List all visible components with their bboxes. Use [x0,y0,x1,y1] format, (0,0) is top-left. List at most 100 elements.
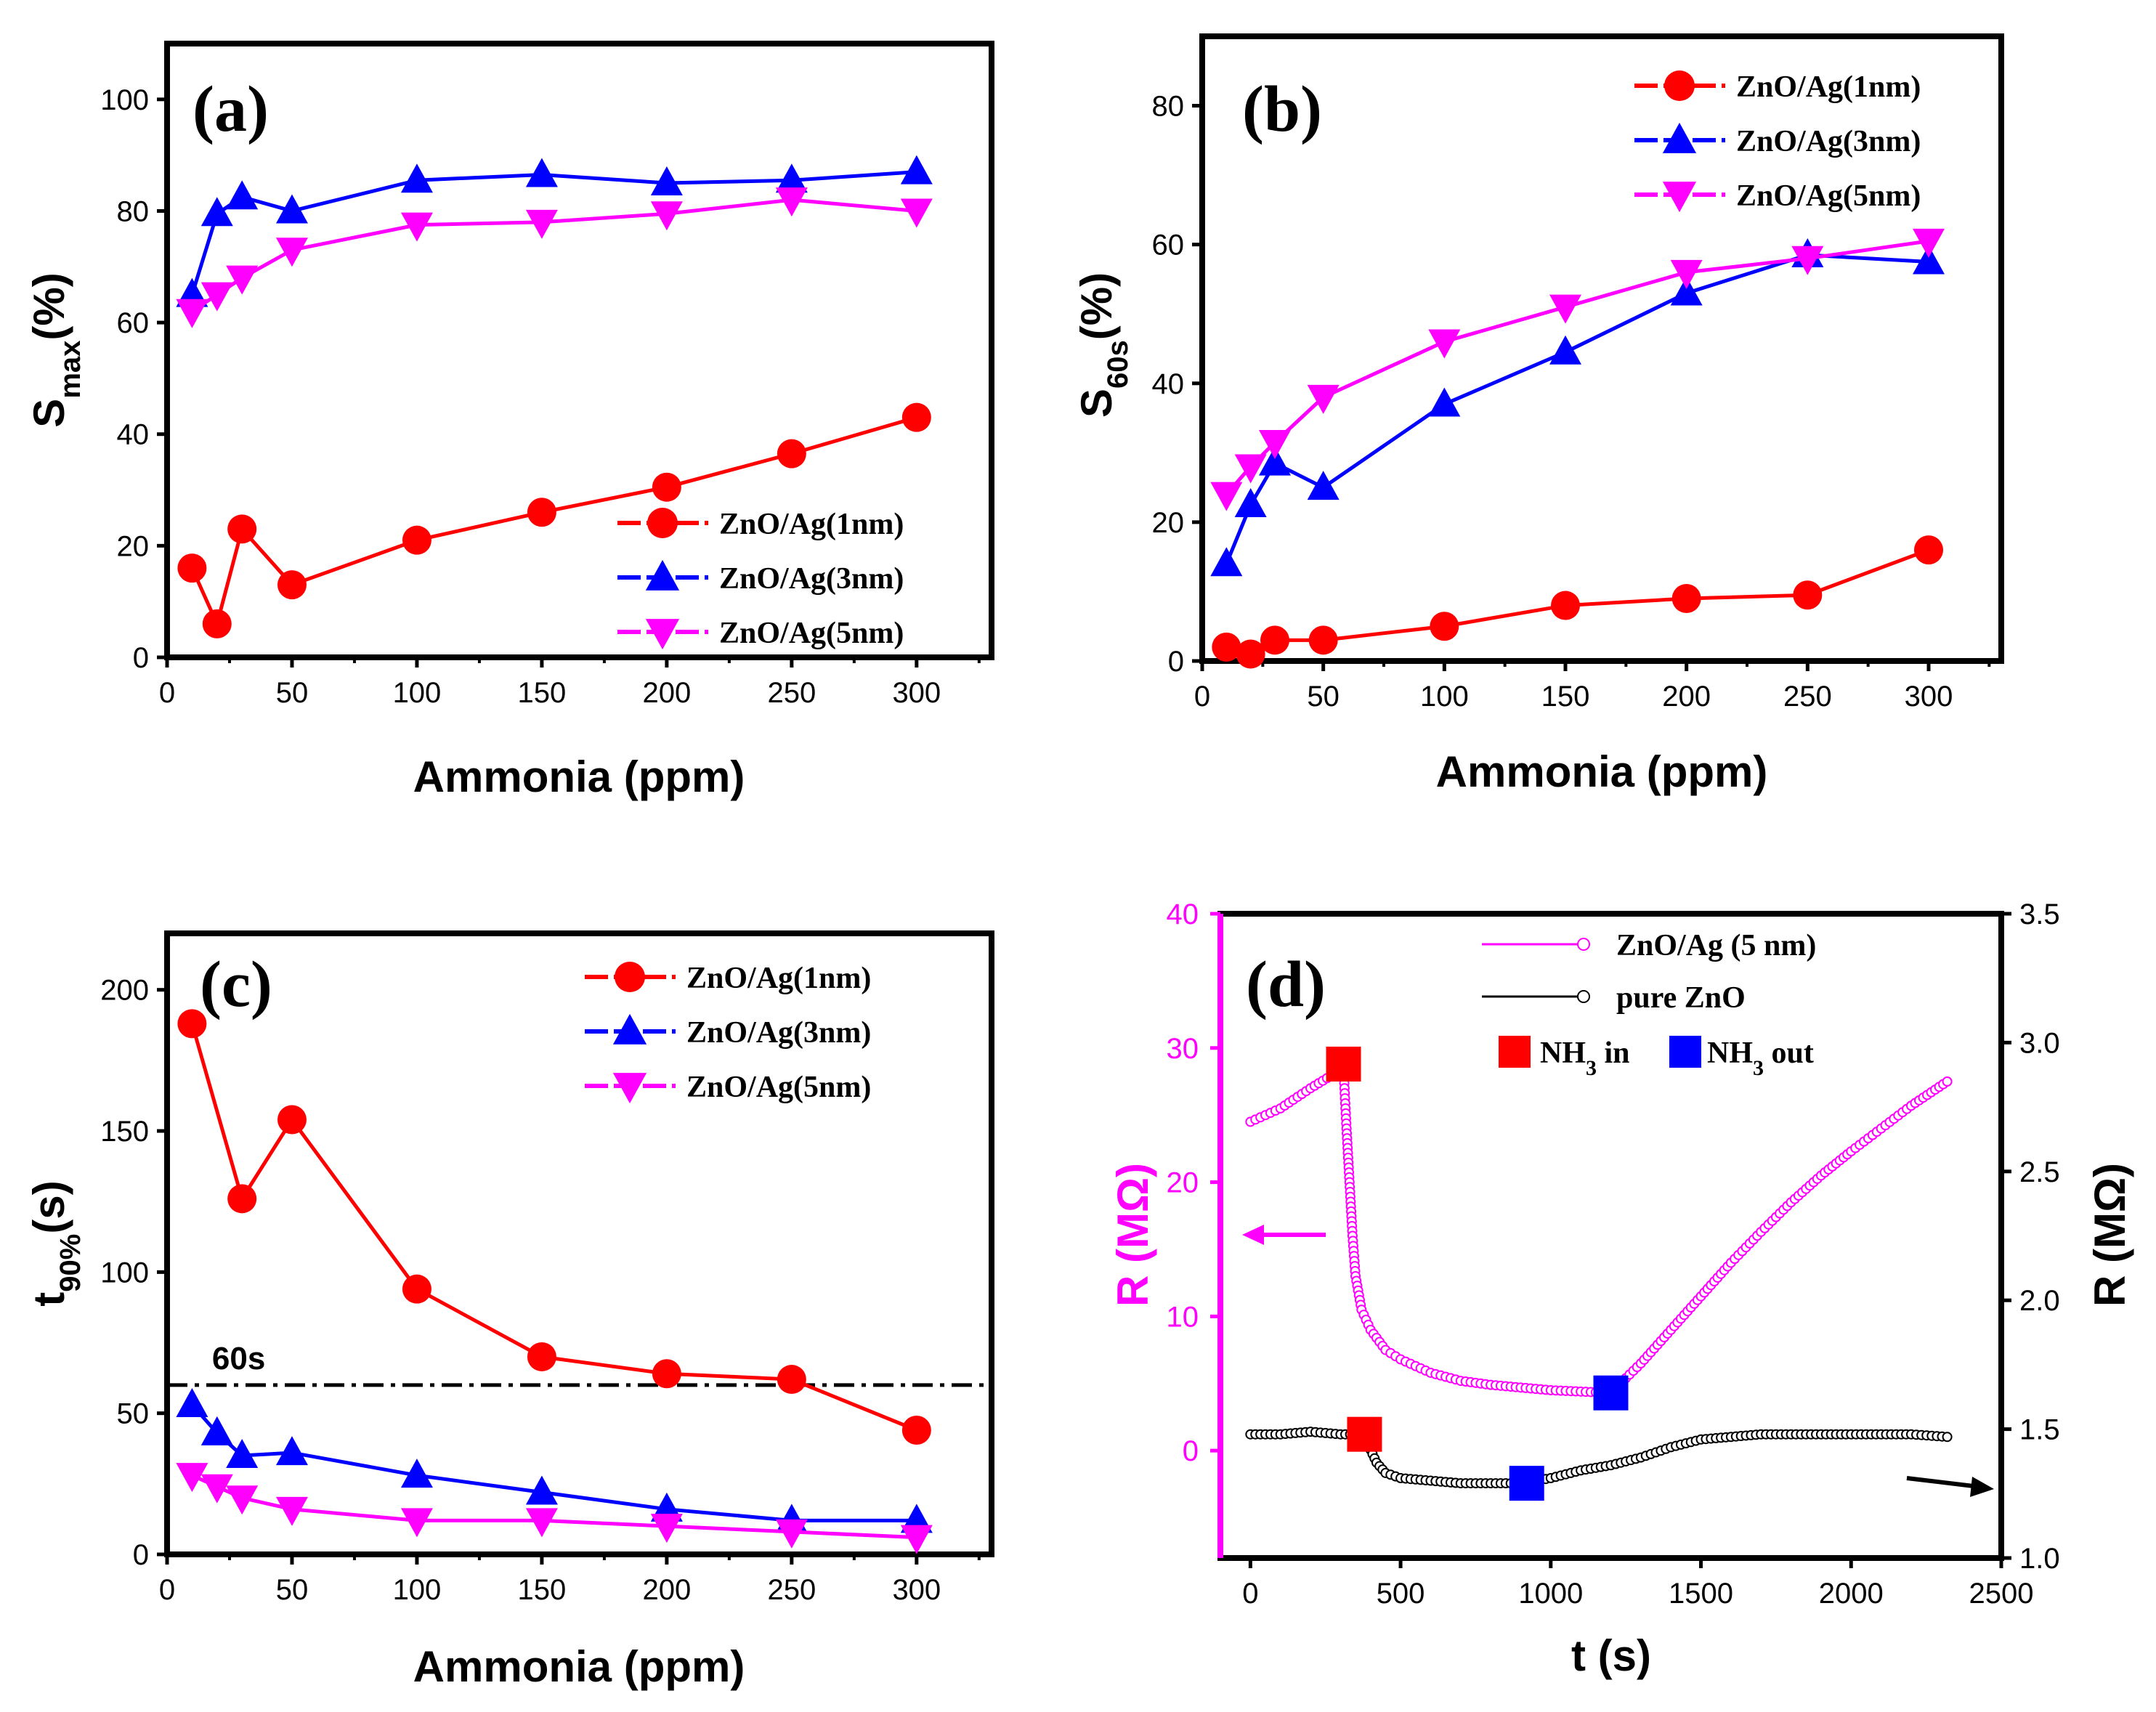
y-right-tick-label: 1.5 [2019,1414,2060,1446]
y-tick-label: 0 [1168,646,1184,678]
x-tick-label: 500 [1377,1578,1425,1610]
data-point [1430,612,1459,641]
data-point [775,187,808,217]
panel-b: 0 50 100 150 200 250 300 0 20 40 60 80 (b) Ammonia … [1072,33,2004,796]
reference-line-label: 60s [212,1341,265,1376]
data-point [177,1009,207,1039]
legend-item: ZnO/Ag(5nm) [585,1071,871,1104]
data-point [775,163,808,193]
y-axis-label-left: R (MΩ) [1109,1163,1157,1307]
data-point [1307,471,1340,500]
legend-swatch-marker [645,559,680,591]
data-point [1671,584,1701,613]
data-point [1236,639,1265,669]
legend-item: ZnO/Ag(3nm) [1634,122,1921,158]
legend-swatch-marker [612,1073,647,1104]
nh3-in-marker [1326,1046,1361,1082]
legend-label: ZnO/Ag(3nm) [686,1016,871,1050]
x-tick-label: 300 [892,1574,941,1606]
legend-swatch-marker [1577,990,1590,1003]
y-tick-label: 20 [117,530,150,562]
legend-label: pure ZnO [1616,981,1746,1015]
panel-label: (c) [200,949,272,1021]
legend-nh3-in-swatch [1499,1036,1531,1068]
data-point [1260,625,1289,655]
x-tick-label: 300 [892,677,941,709]
x-tick-label: 100 [393,1574,442,1606]
data-point [527,1342,556,1371]
series-1 [1245,1063,1953,1398]
data-point [176,299,208,328]
legend-swatch-marker [1664,70,1695,101]
y-axis-label: t90%(s) [25,1180,86,1306]
x-tick-label: 50 [276,677,309,709]
y-label-sub: 60s [1102,340,1134,389]
panel-d: 0 500 1000 1500 2000 2500 0 10 20 30 40 1.0 1.5 2.0 2.… [1109,898,2134,1680]
y-label-suffix: (%) [25,272,73,340]
x-tick-label: 200 [643,677,692,709]
x-tick-label: 150 [1541,681,1590,713]
data-point [200,197,233,227]
y-right-tick-label: 3.0 [2019,1027,2060,1059]
legend-label: NH3 out [1707,1036,1814,1080]
legend-item: ZnO/Ag (5 nm) [1482,929,1816,962]
y-tick-label: 100 [100,1257,149,1289]
data-point [650,166,683,196]
x-tick-label: 50 [1307,681,1340,713]
legend-item: ZnO/Ag(3nm) [585,1013,871,1050]
x-tick-label: 2000 [1819,1578,1884,1610]
data-point [226,180,259,210]
legend-item: ZnO/Ag(3nm) [617,559,904,596]
data-point [402,525,431,555]
series-line-1 [190,1023,917,1432]
y-tick-label: 0 [133,1539,149,1571]
x-tick-label: 150 [518,1574,567,1606]
data-point [226,1485,259,1515]
data-point [901,1416,931,1445]
data-point [1234,488,1267,517]
data-point [1234,454,1267,484]
legend-label: ZnO/Ag(1nm) [1736,70,1921,104]
y-left-tick-label: 0 [1183,1435,1199,1467]
legend-label: NH3 in [1540,1036,1630,1080]
data-point [1428,329,1461,359]
y-tick-label: 0 [133,642,149,674]
data-point [400,212,433,242]
x-tick-label: 0 [159,1574,175,1606]
y-left-tick-label: 40 [1167,898,1199,930]
legend-label: ZnO/Ag(5nm) [1736,179,1921,213]
legend-item: ZnO/Ag(5nm) [617,617,904,650]
y-tick-label: 60 [1152,230,1185,261]
data-point [275,1436,308,1466]
nh3-out-marker [1593,1375,1629,1411]
data-point [200,1474,233,1504]
legend-label: ZnO/Ag(3nm) [1736,125,1921,158]
series-line-2 [190,170,917,296]
data-point [650,201,683,231]
legend-item: ZnO/Ag(5nm) [1634,179,1921,213]
legend-label: ZnO/Ag(1nm) [719,508,904,541]
data-point [650,1514,683,1543]
y-label-sub: max [54,341,86,399]
data-point [1307,384,1340,414]
data-point [900,1525,933,1554]
data-point [226,265,259,295]
legend-swatch-marker [1577,938,1590,951]
legend-label: ZnO/Ag(5nm) [686,1071,871,1104]
data-point [227,1184,257,1214]
data-point [1914,535,1943,565]
x-axis-label: Ammonia (ppm) [413,752,745,801]
x-tick-label: 0 [1242,1578,1258,1610]
data-point [402,1274,431,1304]
y-label-main: S [1072,389,1121,418]
x-tick-label: 200 [643,1574,692,1606]
data-point [525,1508,558,1538]
data-point [652,1359,681,1389]
x-tick-label: 150 [518,677,567,709]
legend-item: pure ZnO [1482,981,1746,1015]
legend: ZnO/Ag(1nm) ZnO/Ag(3nm) ZnO/Ag(5nm) [1634,70,1921,213]
panel-label: (a) [192,73,269,145]
data-point [652,472,681,502]
data-point [901,402,931,432]
